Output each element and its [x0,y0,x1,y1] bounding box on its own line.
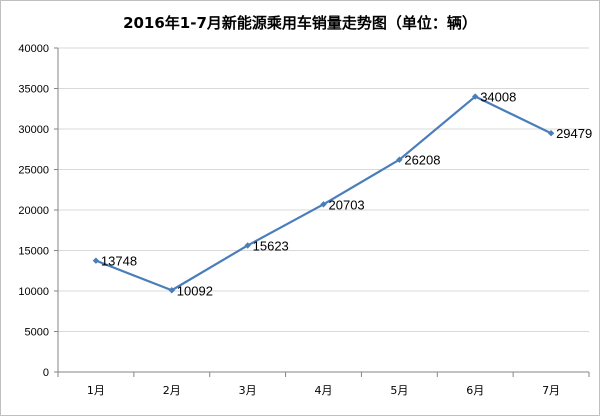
x-axis-tick-labels: 1月 2月 3月 4月 5月 6月 7月 [87,384,560,397]
x-tick-label: 7月 [542,384,560,397]
x-tick-label: 6月 [466,384,484,397]
y-tick-label: 20000 [18,205,49,217]
y-tick-label: 25000 [18,165,49,177]
y-tick-label: 35000 [18,84,49,96]
x-tick-label: 1月 [87,384,105,397]
y-tick-label: 15000 [18,246,49,258]
data-label: 26208 [404,153,440,168]
data-label: 10092 [177,283,213,298]
y-axis-tick-labels: 0 5000 10000 15000 20000 25000 30000 35000 40000 [18,43,49,379]
y-tick-label: 30000 [18,124,49,136]
data-point-marker [244,242,251,249]
data-label: 29479 [556,126,592,141]
data-label: 34008 [480,90,516,105]
data-label: 15623 [253,238,289,253]
chart-title: 2016年1-7月新能源乘用车销量走势图（单位：辆） [123,14,477,32]
x-tick-label: 2月 [163,384,181,397]
data-point-marker [396,156,403,163]
data-label: 13748 [101,254,137,269]
data-point-marker [92,257,100,264]
y-tick-label: 0 [43,367,49,379]
y-tick-label: 5000 [25,327,49,339]
x-tick-label: 4月 [315,384,333,397]
data-labels: 13748 10092 15623 20703 26208 34008 29479 [101,90,592,299]
x-tick-label: 3月 [239,384,257,397]
y-tick-label: 40000 [18,43,49,55]
data-point-marker [168,287,175,294]
data-point-marker [472,93,479,100]
data-point-marker [320,201,327,208]
data-point-marker [547,130,555,137]
x-tick-label: 5月 [390,384,408,397]
series-line [95,95,552,292]
data-label: 20703 [329,197,365,212]
axes [54,47,590,377]
gridlines [58,47,589,332]
y-tick-label: 10000 [18,286,49,298]
series-sales [92,93,555,294]
